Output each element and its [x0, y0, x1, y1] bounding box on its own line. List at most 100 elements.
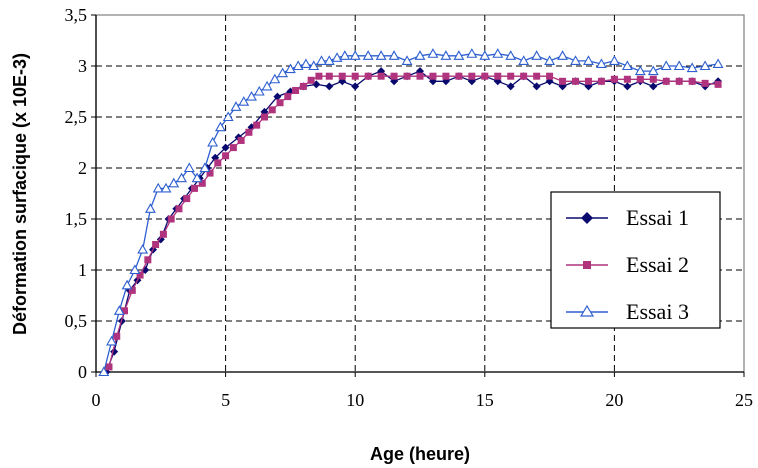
data-point	[277, 67, 289, 78]
data-point	[377, 72, 385, 80]
data-point	[712, 58, 724, 69]
data-point	[390, 72, 398, 80]
data-point	[427, 48, 439, 58]
data-point	[206, 169, 214, 177]
data-point	[268, 106, 276, 114]
data-point	[190, 184, 198, 192]
data-point	[339, 50, 351, 60]
data-point	[183, 162, 195, 173]
data-point	[479, 50, 491, 60]
data-point	[276, 99, 284, 107]
data-point	[299, 82, 307, 90]
data-point	[506, 82, 515, 91]
y-axis-title: Déformation surfacique (x 10E-3)	[10, 53, 30, 335]
data-point	[137, 243, 149, 254]
data-point	[325, 72, 333, 80]
data-point	[128, 286, 136, 294]
data-point	[308, 60, 320, 71]
data-point	[686, 62, 698, 73]
data-point	[714, 80, 722, 88]
x-tick-label: 15	[476, 390, 494, 410]
data-point	[673, 60, 685, 71]
y-tick-labels: 0 0,5 1 1,5 2 2,5 3 3,5	[65, 5, 88, 382]
data-point	[583, 55, 594, 65]
data-point	[307, 76, 315, 84]
legend-label-essai-3: Essai 3	[626, 299, 689, 324]
series-essai-3	[98, 48, 724, 377]
data-point	[175, 205, 183, 213]
data-point	[159, 230, 167, 238]
data-point	[453, 50, 465, 60]
data-point	[198, 179, 206, 187]
y-tick-label: 2,5	[65, 107, 88, 127]
data-point	[675, 77, 683, 85]
series-essai-2	[105, 72, 722, 371]
data-point	[176, 172, 187, 183]
data-point	[168, 177, 180, 188]
data-point	[331, 52, 343, 62]
data-point	[221, 143, 230, 152]
data-point	[292, 86, 300, 94]
data-point	[634, 65, 646, 76]
data-point	[584, 77, 592, 85]
data-point	[121, 279, 133, 290]
data-point	[199, 162, 211, 173]
data-point	[144, 256, 152, 264]
data-point	[468, 72, 476, 80]
axes	[91, 14, 745, 377]
data-point	[699, 60, 711, 71]
data-point	[416, 72, 424, 80]
data-point	[129, 264, 141, 275]
data-point	[414, 50, 426, 60]
data-point	[300, 58, 312, 69]
y-tick-label: 1,5	[65, 209, 88, 229]
data-point	[623, 75, 631, 83]
data-point	[403, 72, 411, 80]
data-point	[238, 96, 250, 106]
data-point	[610, 75, 618, 83]
y-tick-label: 1	[78, 260, 87, 280]
data-point	[214, 121, 226, 132]
data-point	[647, 65, 659, 76]
data-point	[429, 72, 437, 80]
legend: Essai 1 Essai 2 Essai 3	[550, 191, 721, 329]
data-point	[98, 366, 110, 377]
legend-marker-essai-3	[579, 304, 595, 317]
x-tick-labels: 0 5 10 15 20 25	[92, 390, 754, 410]
data-point	[621, 60, 633, 71]
data-point	[505, 50, 517, 60]
data-point	[245, 128, 253, 136]
data-point	[222, 111, 234, 122]
legend-label-essai-1: Essai 1	[626, 205, 689, 230]
x-tick-label: 20	[605, 390, 623, 410]
y-tick-label: 3,5	[65, 5, 88, 25]
data-point	[273, 92, 282, 101]
data-point	[230, 101, 242, 111]
legend-item-essai-2: Essai 2	[566, 252, 689, 277]
data-point	[518, 55, 530, 65]
y-tick-label: 0	[78, 362, 87, 382]
data-point	[440, 50, 452, 60]
data-point	[284, 63, 296, 74]
x-tick-label: 5	[221, 390, 230, 410]
data-point	[533, 72, 541, 80]
data-point	[701, 79, 709, 87]
data-point	[207, 136, 219, 147]
legend-item-essai-1: Essai 1	[566, 205, 689, 230]
data-point	[144, 203, 156, 213]
data-point	[105, 363, 113, 371]
data-point	[349, 50, 361, 60]
y-tick-label: 3	[78, 56, 87, 76]
legend-marker-essai-1	[581, 212, 593, 224]
data-point	[106, 335, 117, 346]
data-point	[662, 77, 670, 85]
data-point	[572, 77, 580, 85]
data-point	[442, 72, 450, 80]
data-point	[222, 152, 230, 160]
data-point	[261, 80, 273, 91]
data-point	[481, 72, 489, 80]
x-axis-title: Age (heure)	[370, 444, 470, 464]
data-point	[520, 72, 528, 80]
data-point	[260, 113, 268, 121]
